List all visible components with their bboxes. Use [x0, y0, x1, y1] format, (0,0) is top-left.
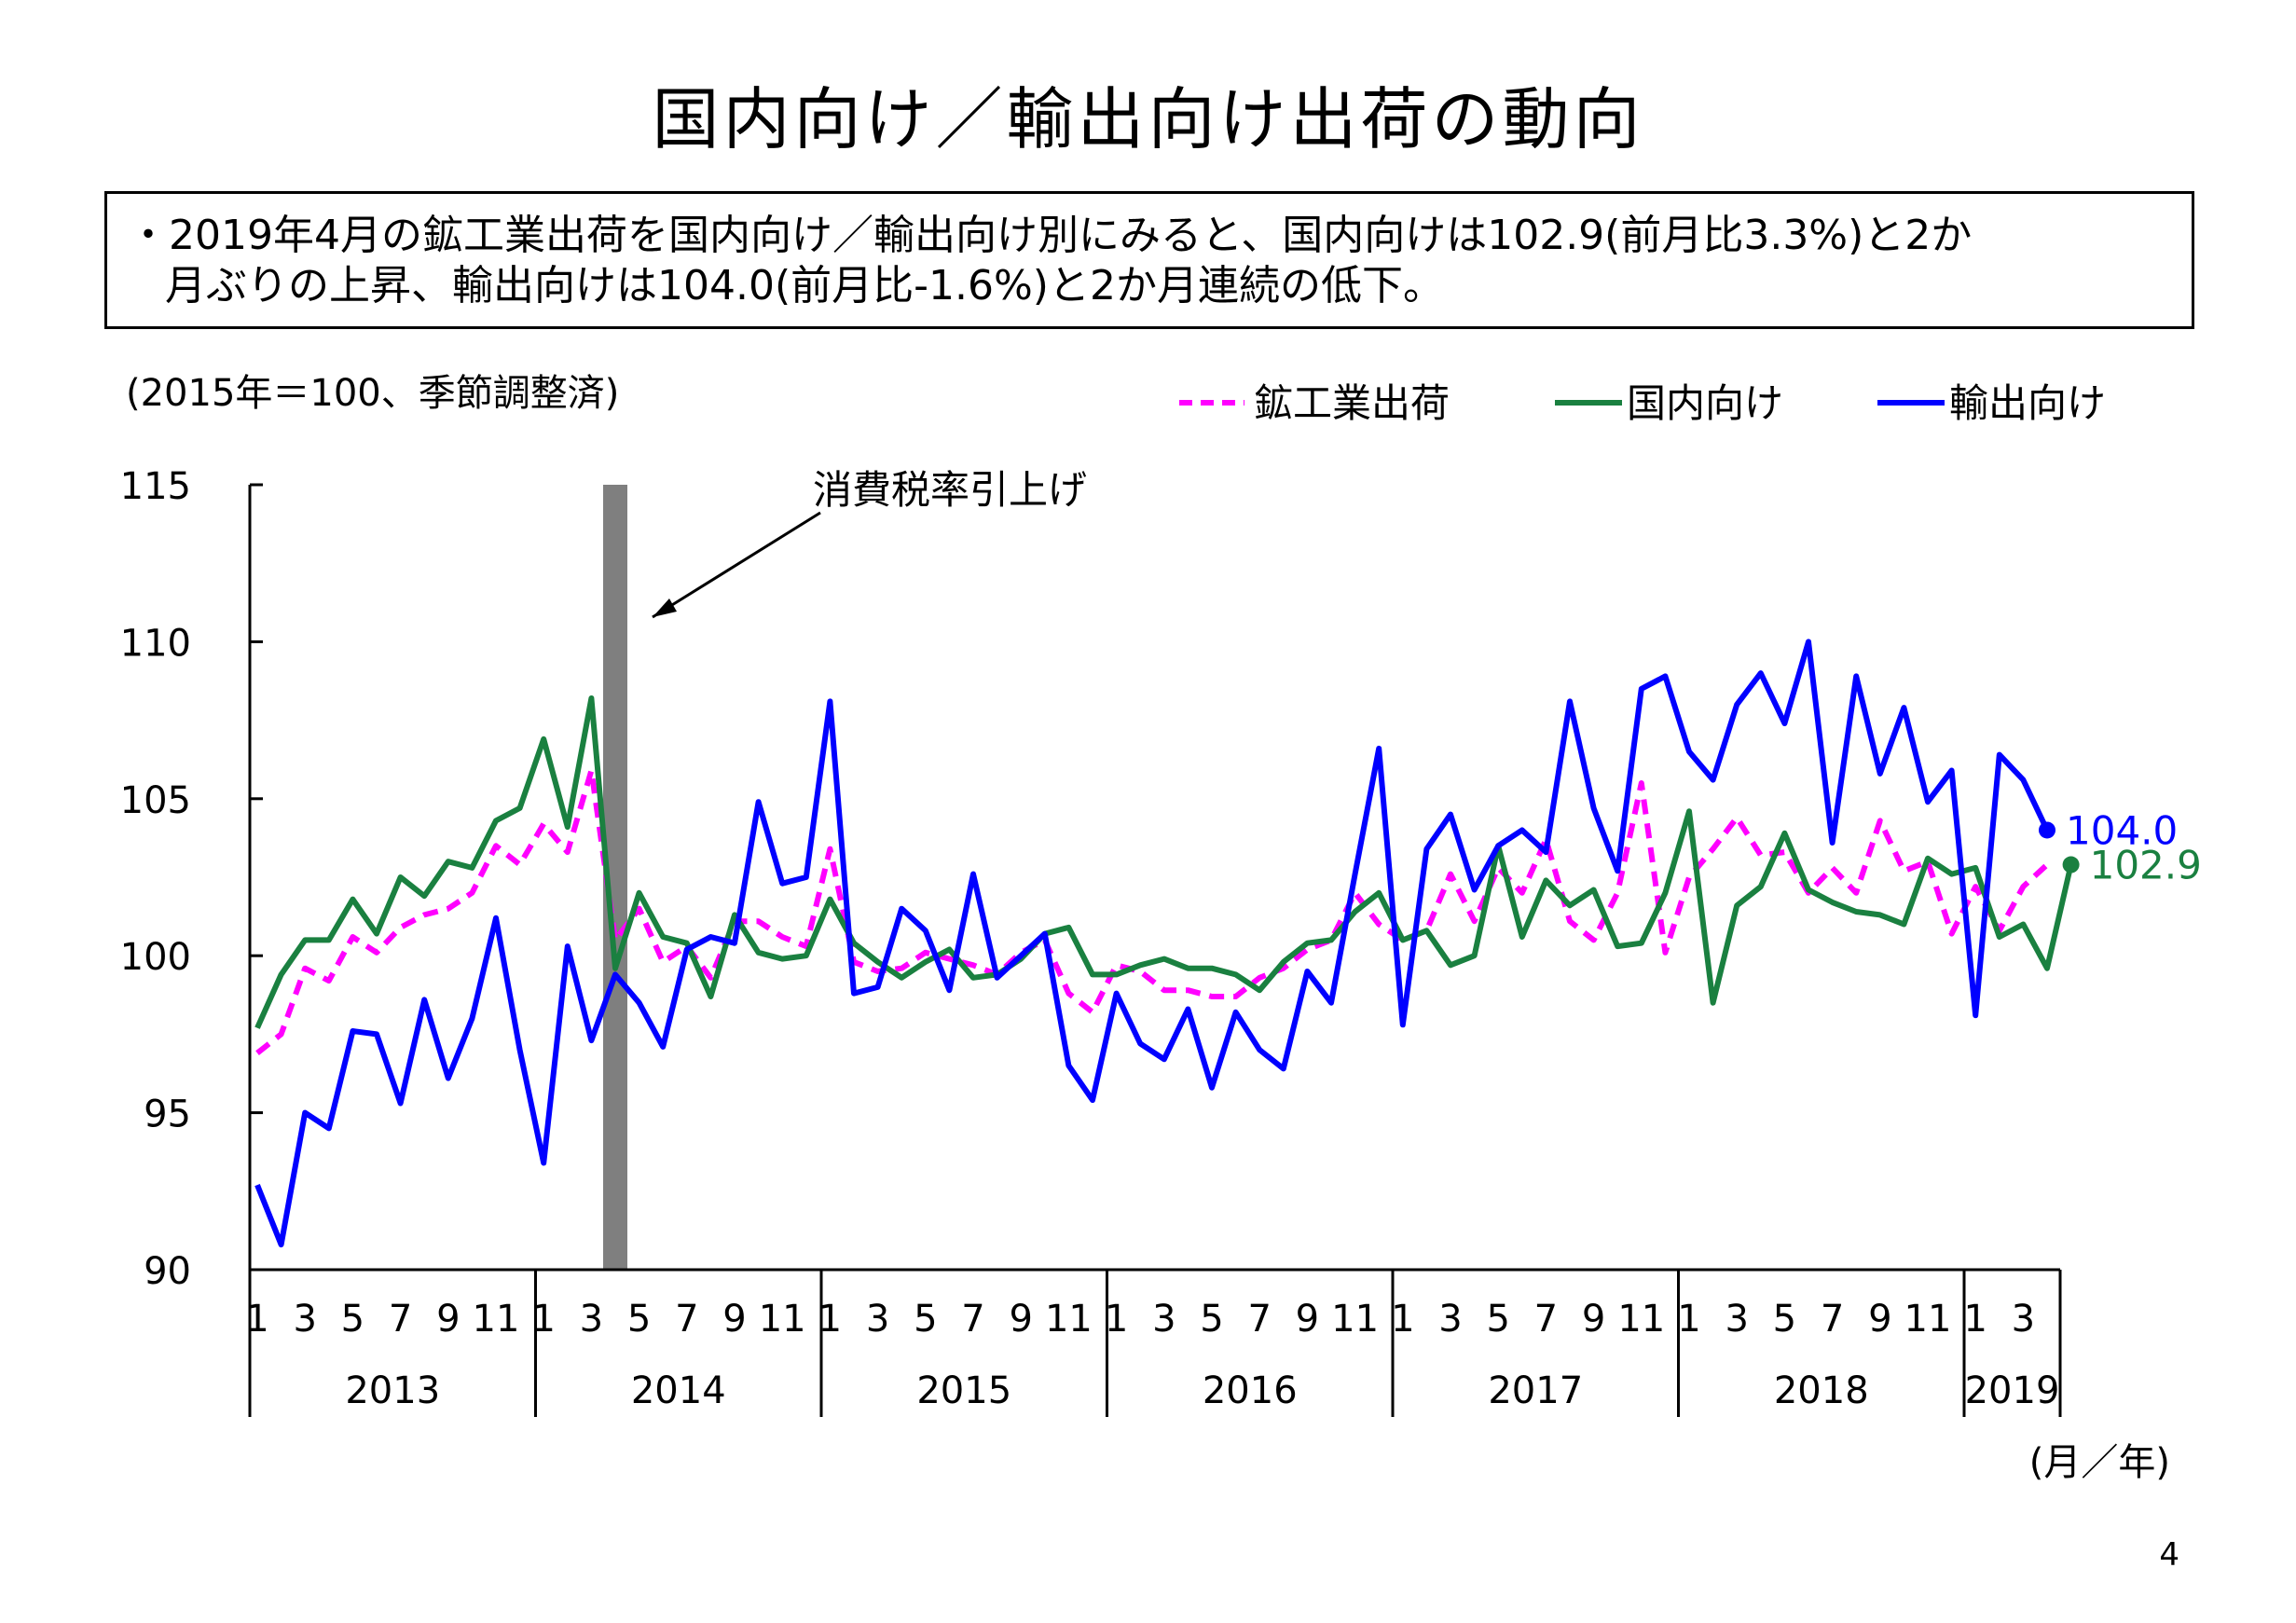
y-tick-label: 105 [120, 779, 191, 822]
month-tick-label: 1 [531, 1298, 555, 1341]
month-tick-label: 3 [293, 1298, 316, 1341]
legend-item-mining-shipments: 鉱工業出荷 [1179, 380, 1450, 426]
month-tick-label: 9 [436, 1298, 460, 1341]
month-tick-label: 1 [1963, 1298, 1987, 1341]
month-tick-label: 5 [627, 1298, 651, 1341]
summary-box: ・2019年4月の鉱工業出荷を国内向け／輸出向け別にみると、国内向けは102.9… [104, 191, 2194, 329]
year-label: 2013 [345, 1369, 440, 1412]
end-value-label-export: 104.0 [2066, 807, 2178, 853]
y-tick-label: 115 [120, 465, 191, 508]
month-tick-label: 7 [389, 1298, 412, 1341]
legend-label-mining-shipments: 鉱工業出荷 [1254, 380, 1450, 426]
month-tick-label: 1 [1105, 1298, 1128, 1341]
month-tick-label: 1 [1677, 1298, 1700, 1341]
month-tick-label: 7 [675, 1298, 698, 1341]
x-axis-unit-label: (月／年) [2029, 1441, 2170, 1484]
month-tick-label: 3 [1152, 1298, 1175, 1341]
legend-label-export: 輸出向け [1949, 380, 2106, 426]
year-label: 2016 [1203, 1369, 1298, 1412]
month-tick-label: 3 [1438, 1298, 1462, 1341]
chart-title: 国内向け／輸出向け出荷の動向 [652, 80, 1644, 158]
month-tick-label: 9 [722, 1298, 746, 1341]
month-tick-label: 11 [1904, 1298, 1952, 1341]
month-tick-label: 11 [1045, 1298, 1093, 1341]
month-tick-label: 11 [1617, 1298, 1665, 1341]
month-tick-label: 3 [866, 1298, 889, 1341]
legend-item-export: 輸出向け [1877, 380, 2106, 426]
month-tick-label: 9 [1582, 1298, 1605, 1341]
annotation-arrow-head [653, 598, 677, 617]
end-marker-domestic [2062, 856, 2080, 873]
month-tick-label: 7 [1534, 1298, 1558, 1341]
month-tick-label: 11 [1331, 1298, 1379, 1341]
month-tick-label: 11 [759, 1298, 806, 1341]
month-tick-label: 5 [1200, 1298, 1223, 1341]
y-tick-label: 90 [144, 1250, 191, 1293]
summary-line-1: ・2019年4月の鉱工業出荷を国内向け／輸出向け別にみると、国内向けは102.9… [128, 212, 1973, 259]
month-tick-label: 5 [1486, 1298, 1509, 1341]
summary-line-2: 月ぶりの上昇、輸出向けは104.0(前月比-1.6%)と2か月連続の低下。 [165, 262, 1444, 309]
legend-item-domestic: 国内向け [1555, 380, 1783, 426]
annotation-label: 消費税率引上げ [813, 467, 1087, 513]
month-tick-label: 3 [2012, 1298, 2035, 1341]
legend: 鉱工業出荷 国内向け 輸出向け [1179, 380, 2106, 426]
series-line-export [254, 639, 2050, 1248]
series-line-domestic [254, 695, 2074, 1029]
y-tick-label: 100 [120, 936, 191, 979]
month-tick-label: 7 [1821, 1298, 1844, 1341]
year-label: 2019 [1965, 1369, 2060, 1412]
month-tick-label: 9 [1009, 1298, 1032, 1341]
year-label: 2017 [1488, 1369, 1583, 1412]
month-tick-label: 7 [961, 1298, 984, 1341]
month-tick-label: 7 [1247, 1298, 1271, 1341]
y-tick-label: 110 [120, 622, 191, 665]
year-label: 2014 [631, 1369, 726, 1412]
y-tick-label: 95 [144, 1093, 191, 1136]
page-number: 4 [2159, 1536, 2179, 1574]
month-tick-label: 9 [1296, 1298, 1319, 1341]
month-tick-label: 1 [245, 1298, 268, 1341]
legend-label-domestic: 国内向け [1627, 380, 1783, 426]
month-tick-label: 11 [473, 1298, 520, 1341]
year-label: 2018 [1774, 1369, 1869, 1412]
month-tick-label: 3 [580, 1298, 603, 1341]
month-tick-label: 9 [1868, 1298, 1891, 1341]
end-value-label-domestic: 102.9 [2090, 843, 2202, 888]
month-tick-label: 5 [341, 1298, 364, 1341]
year-label: 2015 [916, 1369, 1011, 1412]
month-tick-label: 5 [914, 1298, 937, 1341]
month-tick-label: 3 [1725, 1298, 1748, 1341]
annotation-arrow-shaft [652, 511, 821, 619]
month-tick-label: 1 [818, 1298, 842, 1341]
month-tick-label: 1 [1391, 1298, 1414, 1341]
series-layer [254, 639, 2074, 1248]
end-marker-export [2039, 821, 2055, 839]
month-tick-label: 5 [1773, 1298, 1796, 1341]
unit-note: (2015年＝100、季節調整済) [126, 372, 619, 415]
series-line-mining-shipments [255, 767, 2050, 1055]
